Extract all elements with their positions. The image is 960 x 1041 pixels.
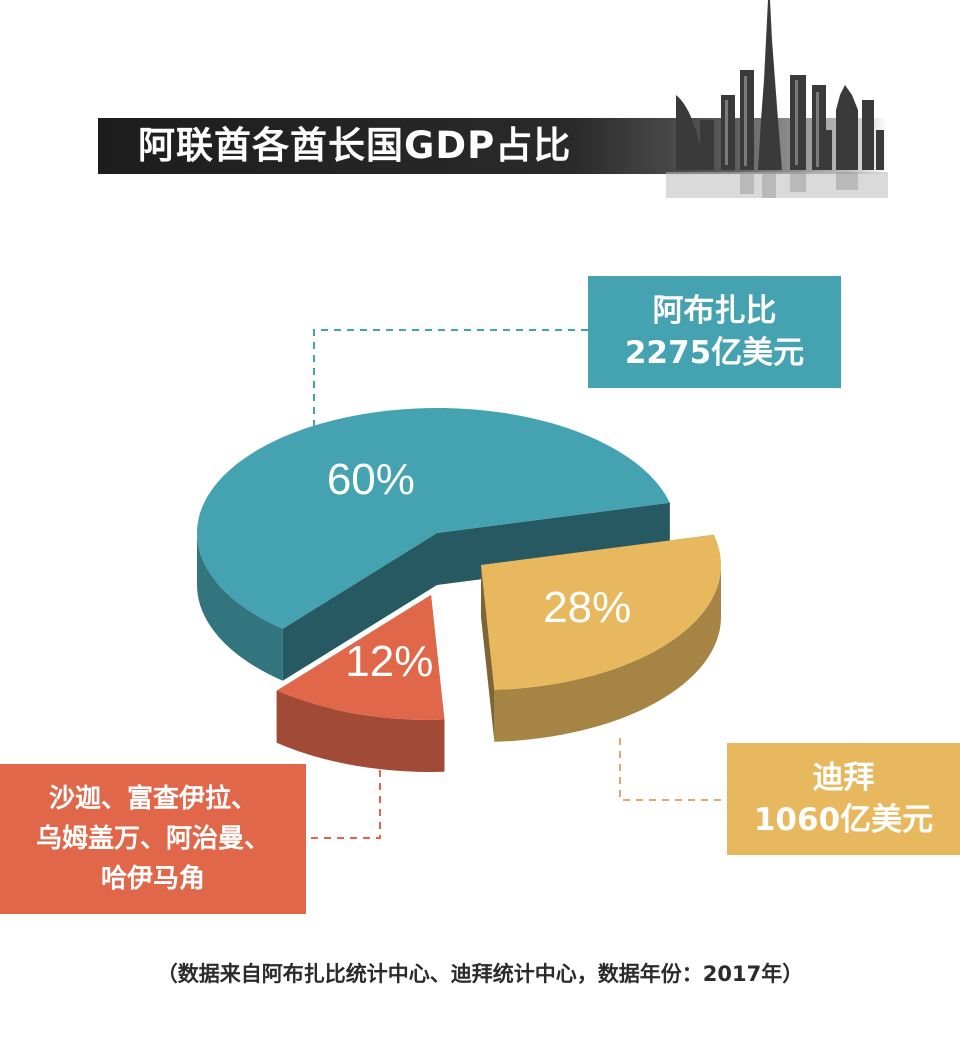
pie-value-labels: 60% 28% 12%	[327, 455, 631, 686]
callout-dubai-amount: 1060亿美元	[753, 802, 934, 838]
callout-others-line1: 沙迦、富查伊拉、	[48, 784, 257, 814]
callout-other-emirates: 沙迦、富查伊拉、 乌姆盖万、阿治曼、 哈伊马角	[0, 764, 306, 914]
callout-dubai-name: 迪拜	[812, 760, 875, 796]
callout-abu-dhabi-amount: 2275亿美元	[624, 335, 805, 371]
title-bar	[98, 118, 888, 174]
leader-line-dubai	[619, 738, 727, 801]
leader-line-others	[306, 770, 381, 839]
page-title: 阿联酋各酋长国GDP占比	[138, 124, 572, 167]
pie-slice-others	[276, 595, 445, 772]
pie-label-abu-dhabi: 60%	[327, 455, 415, 504]
pie-label-others: 12%	[345, 637, 433, 686]
callout-abu-dhabi: 阿布扎比 2275亿美元	[588, 276, 841, 388]
callout-abu-dhabi-name: 阿布扎比	[652, 293, 777, 329]
pie-slices	[196, 407, 721, 772]
pie-slice-dubai	[481, 534, 721, 742]
pie-label-dubai: 28%	[543, 583, 631, 632]
callout-others-line3: 哈伊马角	[100, 864, 205, 894]
callout-dubai: 迪拜 1060亿美元	[727, 743, 960, 855]
data-source-footnote: （数据来自阿布扎比统计中心、迪拜统计中心，数据年份：2017年）	[156, 962, 804, 986]
leader-line-abu-dhabi	[313, 329, 588, 440]
callout-others-line2: 乌姆盖万、阿治曼、	[35, 824, 270, 854]
